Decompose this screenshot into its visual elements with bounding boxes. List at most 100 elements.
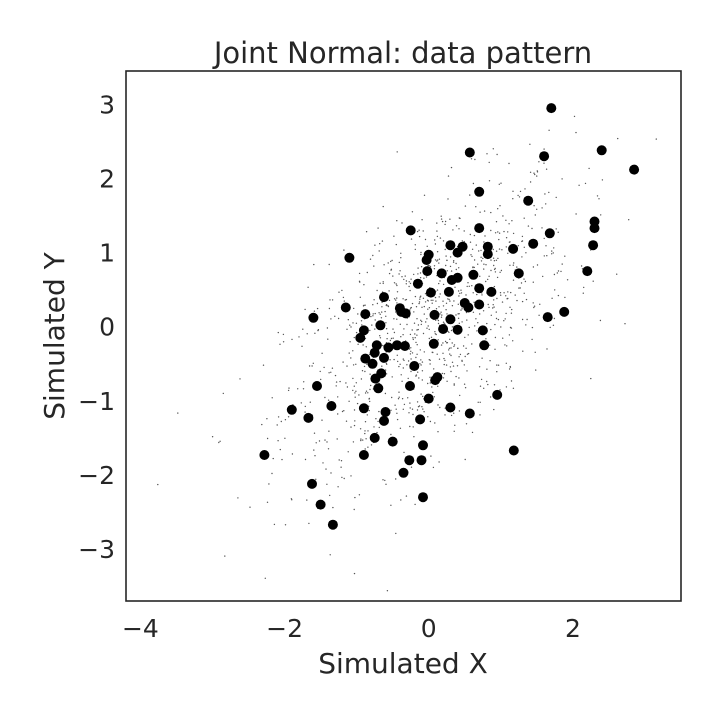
population-point bbox=[282, 333, 285, 336]
population-point bbox=[279, 448, 281, 451]
population-point bbox=[499, 292, 502, 294]
population-point bbox=[533, 306, 535, 309]
population-point bbox=[534, 173, 536, 176]
population-point bbox=[272, 457, 274, 460]
population-point bbox=[441, 314, 443, 316]
population-point bbox=[490, 211, 492, 214]
population-point bbox=[427, 416, 429, 418]
population-point bbox=[464, 205, 467, 207]
data-point bbox=[588, 240, 599, 251]
population-point bbox=[531, 338, 533, 341]
population-point bbox=[470, 254, 472, 256]
population-point bbox=[375, 418, 377, 420]
population-point bbox=[406, 323, 408, 326]
population-point bbox=[469, 233, 471, 236]
population-point bbox=[544, 193, 546, 195]
population-point bbox=[480, 260, 483, 262]
population-point bbox=[494, 336, 497, 339]
population-point bbox=[415, 341, 417, 344]
population-point bbox=[372, 313, 374, 315]
population-point bbox=[416, 401, 419, 403]
population-point bbox=[436, 260, 438, 262]
data-point bbox=[358, 403, 369, 414]
population-point bbox=[427, 325, 429, 327]
population-point bbox=[364, 448, 366, 450]
population-point bbox=[313, 310, 316, 312]
population-point bbox=[471, 255, 473, 258]
population-point bbox=[374, 319, 376, 321]
population-point bbox=[436, 230, 438, 232]
population-point bbox=[448, 349, 450, 351]
population-point bbox=[505, 219, 507, 221]
population-point bbox=[368, 397, 371, 400]
population-point bbox=[584, 182, 587, 185]
data-point bbox=[286, 404, 297, 415]
population-point bbox=[284, 524, 287, 526]
population-point bbox=[337, 396, 339, 398]
population-point bbox=[448, 347, 451, 349]
population-point bbox=[412, 337, 414, 339]
population-point bbox=[373, 299, 375, 301]
population-point bbox=[582, 292, 584, 294]
population-point bbox=[458, 410, 461, 412]
population-point bbox=[373, 265, 375, 267]
population-point bbox=[332, 506, 334, 509]
population-point bbox=[463, 230, 465, 232]
data-point bbox=[358, 325, 369, 336]
population-point bbox=[449, 256, 452, 258]
population-point bbox=[415, 375, 417, 377]
population-point bbox=[417, 406, 420, 408]
population-point bbox=[510, 312, 513, 314]
population-point bbox=[266, 437, 269, 440]
population-point bbox=[553, 317, 556, 320]
x-axis-label: Simulated X bbox=[318, 647, 488, 680]
population-point bbox=[529, 143, 531, 145]
population-point bbox=[429, 420, 432, 423]
population-point bbox=[485, 264, 487, 266]
population-point bbox=[551, 250, 553, 252]
population-point bbox=[440, 311, 442, 313]
population-point bbox=[377, 227, 379, 229]
population-point bbox=[458, 228, 460, 230]
population-point bbox=[466, 353, 469, 355]
population-point bbox=[324, 439, 326, 441]
population-point bbox=[439, 293, 441, 295]
population-point bbox=[421, 370, 424, 372]
population-point bbox=[370, 384, 372, 387]
population-point bbox=[460, 289, 462, 291]
population-point bbox=[306, 499, 308, 501]
population-point bbox=[379, 282, 381, 284]
population-point bbox=[543, 237, 545, 240]
population-point bbox=[534, 351, 536, 353]
population-point bbox=[497, 231, 499, 233]
population-point bbox=[280, 420, 282, 423]
population-point bbox=[378, 426, 380, 429]
population-point bbox=[390, 269, 392, 271]
population-point bbox=[549, 326, 551, 329]
population-point bbox=[389, 359, 391, 361]
population-point bbox=[279, 343, 281, 345]
population-point bbox=[427, 382, 429, 385]
population-point bbox=[414, 503, 416, 506]
population-point bbox=[573, 115, 576, 118]
population-point bbox=[410, 238, 413, 240]
population-point bbox=[438, 358, 441, 360]
population-point bbox=[395, 243, 397, 246]
y-tick-label: −1 bbox=[78, 387, 115, 416]
population-point bbox=[431, 386, 433, 388]
population-point bbox=[437, 431, 439, 433]
population-point bbox=[557, 294, 560, 297]
population-point bbox=[371, 324, 373, 326]
population-point bbox=[374, 244, 376, 246]
population-point bbox=[399, 363, 401, 365]
population-point bbox=[553, 273, 556, 276]
population-point bbox=[392, 328, 394, 330]
population-point bbox=[416, 353, 418, 355]
population-point bbox=[396, 418, 399, 421]
population-point bbox=[358, 394, 360, 396]
population-point bbox=[490, 269, 492, 272]
population-point bbox=[476, 330, 478, 332]
population-point bbox=[435, 308, 438, 310]
x-tick-label: −4 bbox=[122, 614, 159, 643]
population-point bbox=[219, 440, 221, 442]
